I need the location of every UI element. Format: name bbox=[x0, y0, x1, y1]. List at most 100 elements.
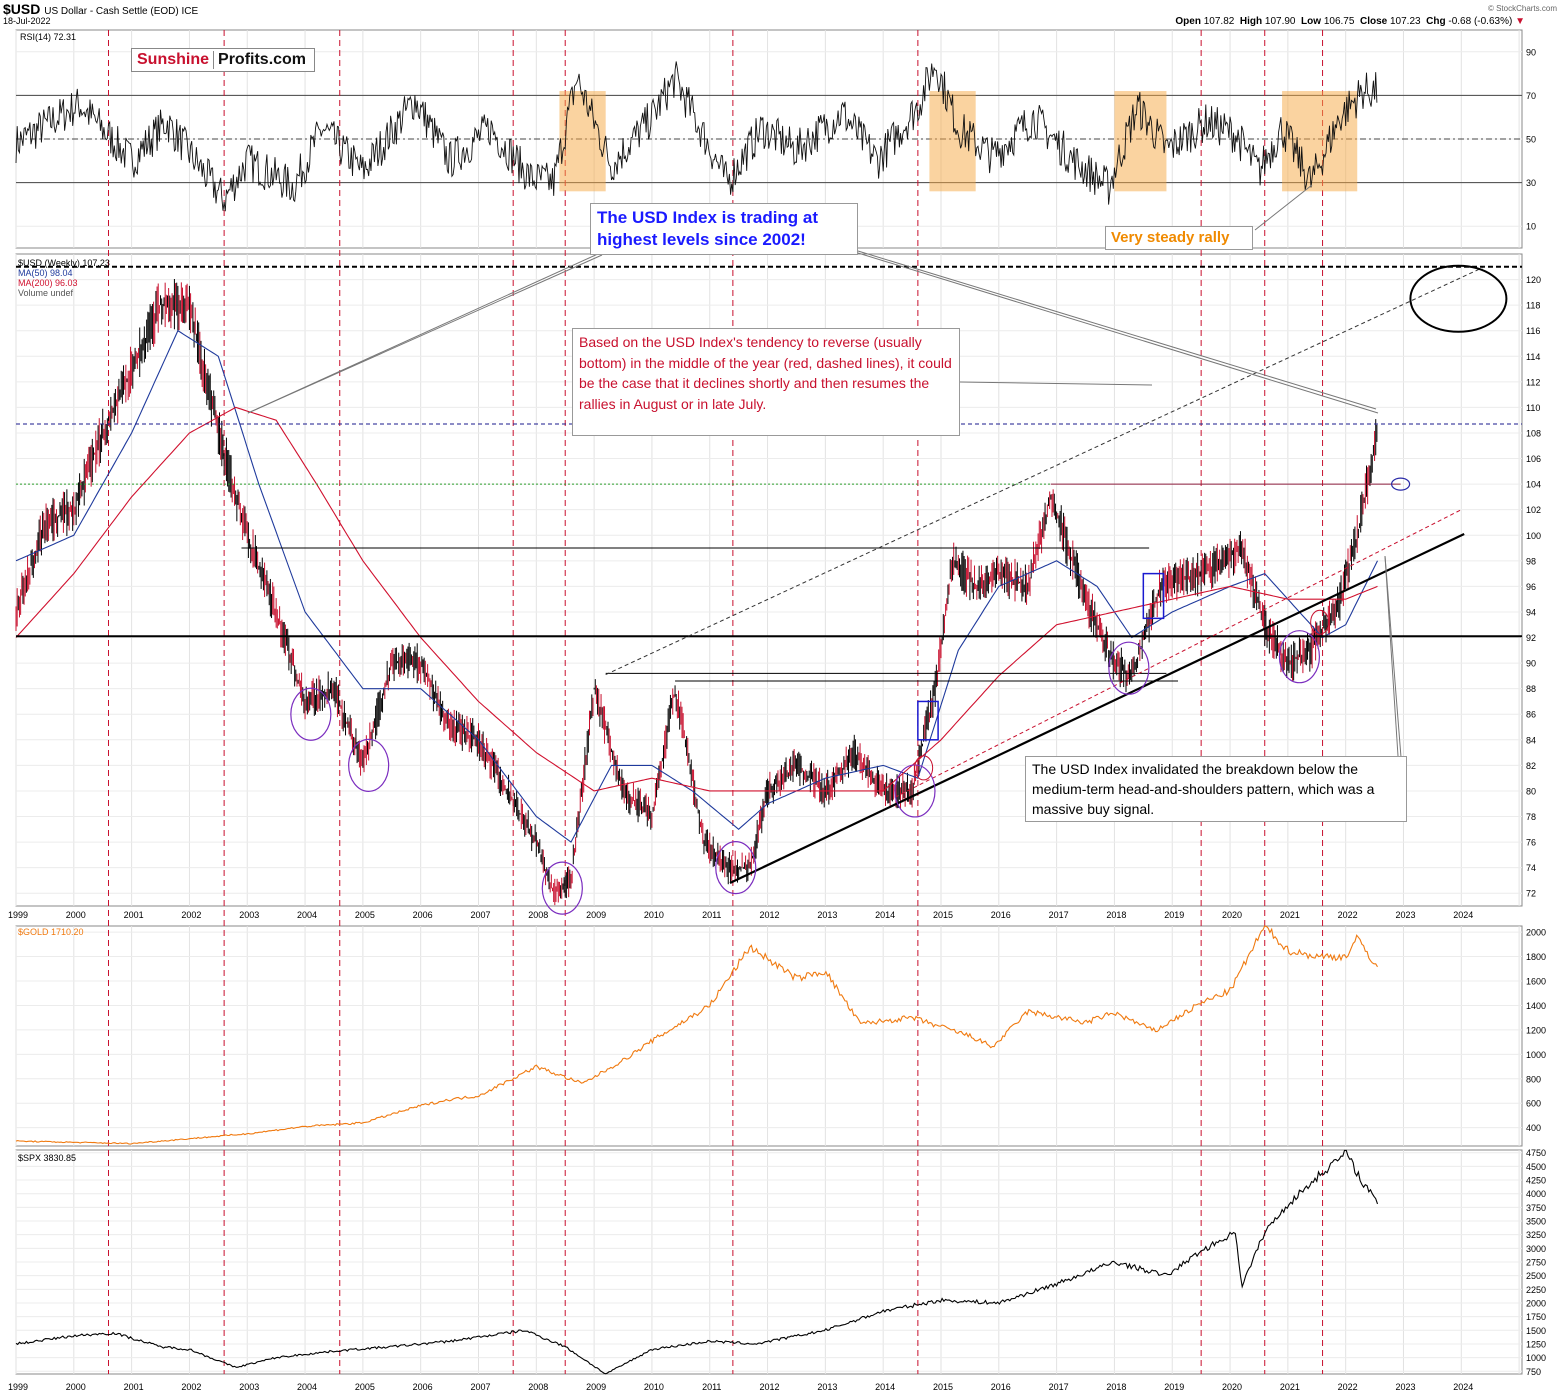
ma200-legend: MA(200) 96.03 bbox=[18, 278, 78, 288]
spx-y-tick-label: 2500 bbox=[1526, 1271, 1546, 1281]
rsi-highlight-box bbox=[559, 91, 606, 192]
x-tick-label: 2007 bbox=[470, 910, 490, 920]
gold-y-tick-label: 2000 bbox=[1526, 928, 1546, 938]
annotation-pointer bbox=[857, 250, 1377, 410]
flag-rectangle bbox=[1142, 572, 1165, 620]
x-tick-label-bottom: 2006 bbox=[413, 1382, 433, 1392]
spx-y-tick-label: 1750 bbox=[1526, 1312, 1546, 1322]
x-tick-label-bottom: 2020 bbox=[1222, 1382, 1242, 1392]
x-tick-label-bottom: 2024 bbox=[1453, 1382, 1473, 1392]
logo-part2: Profits.com bbox=[218, 51, 307, 68]
x-tick-label: 2022 bbox=[1338, 910, 1358, 920]
x-tick-label: 2002 bbox=[181, 910, 201, 920]
chart-grid bbox=[15, 30, 1522, 1374]
chart-date: 18-Jul-2022 bbox=[3, 16, 51, 26]
open-value: 107.82 bbox=[1203, 16, 1235, 27]
gold-y-tick-label: 1800 bbox=[1526, 952, 1546, 962]
spx-y-tick-label: 1500 bbox=[1526, 1326, 1546, 1336]
chart-series bbox=[15, 61, 1379, 1375]
x-tick-label-bottom: 2005 bbox=[355, 1382, 375, 1392]
spx-y-tick-label: 3750 bbox=[1526, 1203, 1546, 1213]
x-tick-label: 2021 bbox=[1280, 910, 1300, 920]
x-tick-label-bottom: 2003 bbox=[239, 1382, 259, 1392]
gold-y-tick-label: 600 bbox=[1526, 1099, 1541, 1109]
x-tick-label: 2009 bbox=[586, 910, 606, 920]
x-tick-label: 2012 bbox=[760, 910, 780, 920]
usd-y-tick-label: 84 bbox=[1526, 735, 1536, 745]
x-tick-label: 2006 bbox=[413, 910, 433, 920]
panel-frame-gold bbox=[15, 925, 1523, 1147]
ma50-line bbox=[15, 329, 1378, 843]
x-tick-label-bottom: 2001 bbox=[124, 1382, 144, 1392]
small-red-circle bbox=[914, 755, 934, 781]
x-tick-label: 2014 bbox=[875, 910, 895, 920]
usd-legend: $USD (Weekly) 107.23 bbox=[18, 258, 110, 268]
x-tick-label-bottom: 2009 bbox=[586, 1382, 606, 1392]
usd-y-tick-label: 112 bbox=[1526, 377, 1540, 387]
rsi-y-tick-label: 10 bbox=[1526, 222, 1536, 232]
x-tick-label-bottom: 2015 bbox=[933, 1382, 953, 1392]
volume-legend: Volume undef bbox=[18, 288, 74, 298]
copyright: © StockCharts.com bbox=[1487, 4, 1557, 13]
usd-y-tick-label: 116 bbox=[1526, 326, 1540, 336]
current-level-ellipse bbox=[1390, 477, 1411, 491]
rsi-y-tick-label: 50 bbox=[1526, 135, 1536, 145]
x-tick-label: 2017 bbox=[1049, 910, 1069, 920]
long-term-trendline bbox=[729, 532, 1465, 884]
chg-value: -0.68 (-0.63%) bbox=[1448, 16, 1513, 27]
spx-y-tick-label: 2250 bbox=[1526, 1285, 1546, 1295]
close-label: Close bbox=[1359, 16, 1388, 27]
spx-y-tick-label: 3000 bbox=[1526, 1244, 1546, 1254]
low-label: Low bbox=[1301, 16, 1322, 27]
usd-y-tick-label: 110 bbox=[1526, 403, 1540, 413]
x-tick-label-bottom: 2021 bbox=[1280, 1382, 1300, 1392]
bottom-marker-circle bbox=[541, 861, 583, 915]
chart-annotations bbox=[16, 184, 1522, 915]
x-tick-label-bottom: 2023 bbox=[1395, 1382, 1415, 1392]
x-tick-label: 2019 bbox=[1164, 910, 1184, 920]
spx-series-line bbox=[15, 1149, 1379, 1375]
usd-y-tick-label: 104 bbox=[1526, 480, 1541, 490]
x-tick-label-bottom: 2022 bbox=[1338, 1382, 1358, 1392]
x-tick-label-bottom: 1999 bbox=[8, 1382, 28, 1392]
chg-label: Chg bbox=[1426, 16, 1446, 27]
close-value: 107.23 bbox=[1390, 16, 1421, 27]
spx-y-tick-label: 2000 bbox=[1526, 1298, 1546, 1308]
spx-y-tick-label: 3500 bbox=[1526, 1217, 1546, 1227]
x-tick-label-bottom: 2000 bbox=[66, 1382, 86, 1392]
annotation-pointer bbox=[857, 252, 1379, 414]
rsi-y-tick-label: 90 bbox=[1526, 47, 1536, 57]
sunshine-profits-logo: Sunshine Profits.com bbox=[131, 48, 315, 72]
gold-series-line bbox=[15, 925, 1378, 1145]
x-tick-label-bottom: 2017 bbox=[1049, 1382, 1069, 1392]
x-tick-label-bottom: 2008 bbox=[528, 1382, 548, 1392]
gold-y-tick-label: 1200 bbox=[1526, 1025, 1546, 1035]
x-tick-label-bottom: 2010 bbox=[644, 1382, 664, 1392]
spx-y-tick-label: 750 bbox=[1526, 1367, 1541, 1377]
small-red-circle bbox=[1310, 609, 1330, 635]
logo-part1: Sunshine bbox=[132, 51, 215, 69]
x-tick-label: 2001 bbox=[124, 910, 144, 920]
x-tick-label: 2020 bbox=[1222, 910, 1242, 920]
x-tick-label: 2005 bbox=[355, 910, 375, 920]
bottom-marker-circle bbox=[348, 738, 390, 792]
rsi-y-tick-label: 30 bbox=[1526, 178, 1536, 188]
usd-y-tick-label: 100 bbox=[1526, 531, 1541, 541]
rsi-legend: RSI(14) 72.31 bbox=[20, 32, 76, 42]
spx-y-tick-label: 4750 bbox=[1526, 1148, 1546, 1158]
subtitle: US Dollar - Cash Settle (EOD) ICE bbox=[44, 6, 199, 17]
reversal-note: Based on the USD Index's tendency to rev… bbox=[572, 328, 960, 436]
bottom-marker-circle bbox=[1278, 630, 1321, 684]
gold-legend: $GOLD 1710.20 bbox=[18, 927, 84, 937]
x-tick-label: 2023 bbox=[1395, 910, 1415, 920]
steady-rally-note: Very steady rally bbox=[1105, 226, 1253, 250]
usd-y-tick-label: 108 bbox=[1526, 428, 1541, 438]
spx-y-tick-label: 3250 bbox=[1526, 1230, 1546, 1240]
x-tick-label-bottom: 2018 bbox=[1106, 1382, 1126, 1392]
x-tick-label: 2024 bbox=[1453, 910, 1473, 920]
x-tick-label-bottom: 2013 bbox=[817, 1382, 837, 1392]
usd-y-tick-label: 96 bbox=[1526, 582, 1536, 592]
bottom-marker-circle bbox=[290, 687, 332, 741]
usd-y-tick-label: 76 bbox=[1526, 838, 1536, 848]
usd-y-tick-label: 92 bbox=[1526, 633, 1536, 643]
